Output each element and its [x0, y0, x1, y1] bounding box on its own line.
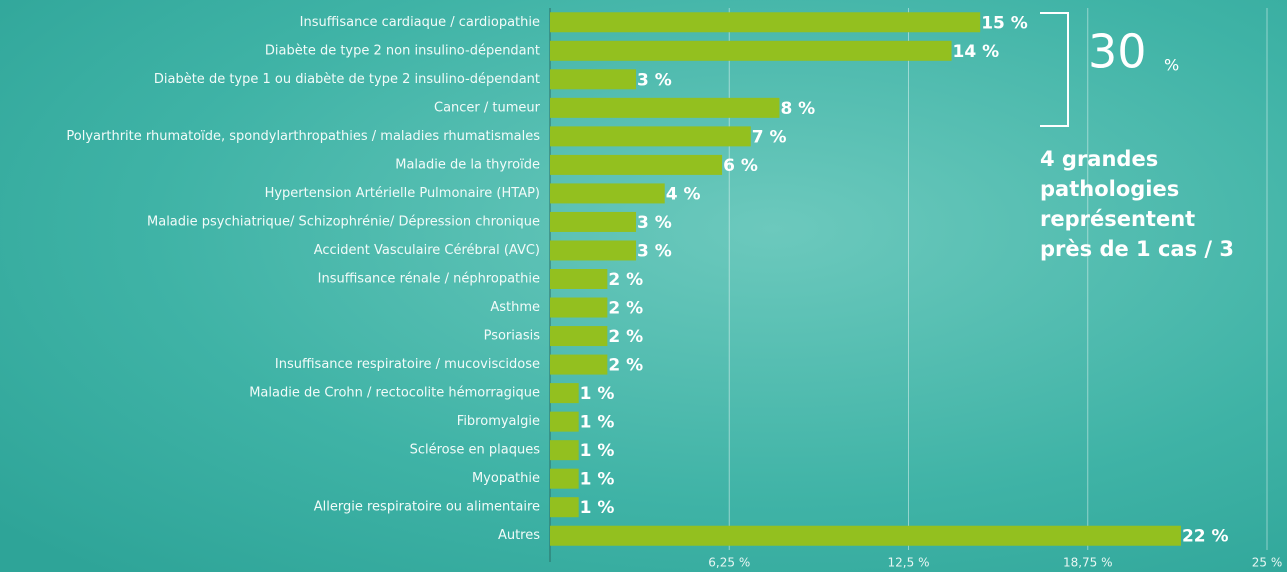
value-label: 8 % [780, 99, 815, 119]
y-tick-label: Diabète de type 1 ou diabète de type 2 i… [154, 72, 540, 87]
x-tick-label: 25 % [1252, 556, 1283, 570]
annotation-unit: % [1164, 56, 1179, 75]
bar [550, 183, 665, 204]
bar [550, 126, 751, 147]
value-label: 2 % [608, 299, 643, 319]
value-label: 2 % [608, 356, 643, 376]
bar [550, 211, 637, 232]
y-tick-label: Sclérose en plaques [410, 443, 541, 458]
y-tick-label: Polyarthrite rhumatoïde, spondylarthropa… [66, 129, 540, 144]
bar [550, 326, 608, 347]
bar [550, 69, 637, 90]
y-tick-label: Psoriasis [484, 329, 541, 344]
y-tick-label: Maladie de Crohn / rectocolite hémorragi… [249, 386, 540, 401]
value-label: 22 % [1182, 527, 1229, 547]
bar [550, 12, 981, 33]
value-label: 4 % [666, 184, 701, 204]
bar [550, 468, 579, 489]
value-label: 7 % [752, 127, 787, 147]
bar [550, 240, 637, 261]
bar [550, 97, 780, 118]
value-label: 2 % [608, 270, 643, 290]
y-tick-label: Accident Vasculaire Cérébral (AVC) [314, 243, 540, 258]
value-label: 3 % [637, 241, 672, 261]
x-tick-label: 18,75 % [1063, 556, 1113, 570]
x-tick-label: 6,25 % [708, 556, 750, 570]
value-label: 14 % [953, 42, 1000, 62]
y-tick-label: Asthme [490, 300, 540, 315]
bar [550, 297, 608, 318]
bar [550, 440, 579, 461]
value-label: 2 % [608, 327, 643, 347]
value-label: 1 % [580, 498, 615, 518]
x-tick-label: 12,5 % [888, 556, 930, 570]
value-label: 3 % [637, 70, 672, 90]
bar [550, 154, 723, 175]
annotation-text: près de 1 cas / 3 [1040, 237, 1234, 261]
bar [550, 354, 608, 375]
y-tick-label: Autres [498, 528, 540, 543]
value-label: 6 % [723, 156, 758, 176]
y-tick-label: Insuffisance rénale / néphropathie [318, 272, 540, 287]
value-label: 1 % [580, 413, 615, 433]
y-tick-label: Diabète de type 2 non insulino-dépendant [265, 43, 540, 58]
value-label: 1 % [580, 470, 615, 490]
annotation-text: 4 grandes [1040, 147, 1158, 171]
bar [550, 40, 952, 61]
annotation-text: représentent [1040, 207, 1195, 231]
y-tick-label: Hypertension Artérielle Pulmonaire (HTAP… [265, 186, 540, 201]
bar [550, 269, 608, 289]
y-tick-label: Allergie respiratoire ou alimentaire [314, 500, 540, 515]
value-label: 15 % [981, 13, 1028, 33]
y-tick-label: Maladie de la thyroïde [395, 157, 540, 172]
y-tick-label: Myopathie [472, 471, 540, 486]
value-label: 3 % [637, 213, 672, 233]
y-tick-label: Insuffisance respiratoire / mucoviscidos… [275, 357, 540, 372]
y-tick-label: Cancer / tumeur [434, 100, 541, 115]
annotation-big: 30 [1088, 25, 1147, 79]
bar [550, 383, 579, 404]
bracket [1040, 12, 1069, 127]
value-label: 1 % [580, 384, 615, 404]
bar [550, 411, 579, 432]
bar [550, 497, 579, 518]
value-label: 1 % [580, 441, 615, 461]
y-tick-label: Fibromyalgie [457, 414, 540, 429]
y-tick-label: Maladie psychiatrique/ Schizophrénie/ Dé… [147, 214, 540, 229]
bar [550, 525, 1181, 546]
annotation-text: pathologies [1040, 177, 1179, 201]
y-tick-label: Insuffisance cardiaque / cardiopathie [300, 15, 540, 30]
